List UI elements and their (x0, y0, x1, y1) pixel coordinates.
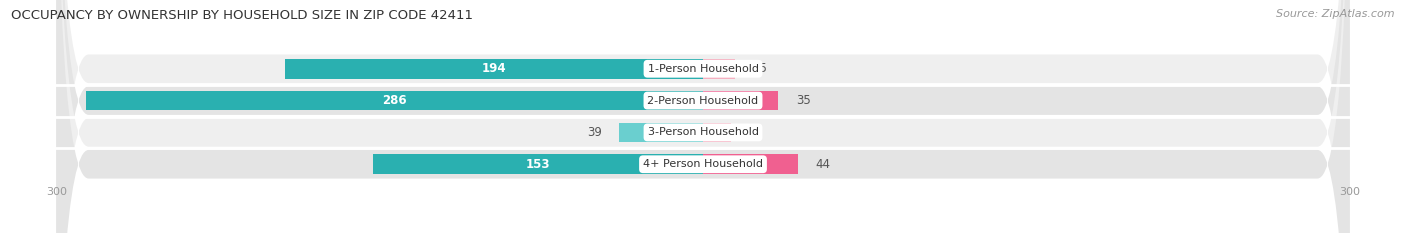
Text: 3-Person Household: 3-Person Household (648, 127, 758, 137)
FancyBboxPatch shape (56, 0, 1350, 233)
FancyBboxPatch shape (56, 0, 1350, 233)
Bar (619, 123, 703, 142)
FancyBboxPatch shape (56, 0, 1350, 233)
Text: 4+ Person Household: 4+ Person Household (643, 159, 763, 169)
Bar (373, 154, 703, 174)
Bar (703, 154, 797, 174)
Text: 13: 13 (748, 126, 763, 139)
Bar (703, 123, 731, 142)
Text: 1-Person Household: 1-Person Household (648, 64, 758, 74)
Text: 44: 44 (815, 158, 830, 171)
Bar (285, 59, 703, 79)
Text: 35: 35 (796, 94, 810, 107)
Text: 39: 39 (586, 126, 602, 139)
Text: Source: ZipAtlas.com: Source: ZipAtlas.com (1277, 9, 1395, 19)
Bar (86, 91, 703, 110)
Text: 153: 153 (526, 158, 550, 171)
Text: OCCUPANCY BY OWNERSHIP BY HOUSEHOLD SIZE IN ZIP CODE 42411: OCCUPANCY BY OWNERSHIP BY HOUSEHOLD SIZE… (11, 9, 474, 22)
Bar (703, 59, 735, 79)
Text: 286: 286 (382, 94, 406, 107)
Text: 2-Person Household: 2-Person Household (647, 96, 759, 106)
Text: 15: 15 (752, 62, 768, 75)
FancyBboxPatch shape (56, 0, 1350, 233)
Bar (703, 91, 779, 110)
Text: 194: 194 (482, 62, 506, 75)
